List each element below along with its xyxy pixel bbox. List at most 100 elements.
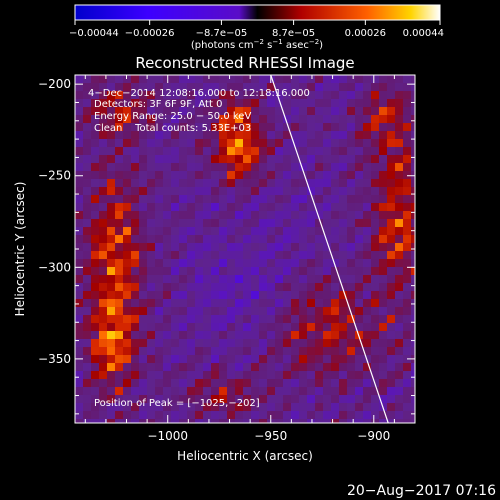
heatmap-pixel	[235, 307, 243, 315]
heatmap-pixel	[291, 371, 299, 379]
heatmap-pixel	[371, 315, 379, 323]
heatmap-pixel	[219, 243, 227, 251]
heatmap-pixel	[339, 299, 347, 307]
heatmap-pixel	[107, 355, 115, 363]
heatmap-pixel	[371, 299, 379, 307]
heatmap-pixel	[283, 171, 291, 179]
heatmap-pixel	[331, 419, 339, 423]
heatmap-pixel	[171, 355, 179, 363]
heatmap-pixel	[91, 219, 99, 227]
heatmap-pixel	[163, 251, 171, 259]
heatmap-pixel	[411, 75, 415, 83]
heatmap-pixel	[251, 163, 259, 171]
heatmap-pixel	[363, 323, 371, 331]
heatmap-pixel	[363, 203, 371, 211]
heatmap-pixel	[115, 107, 123, 115]
heatmap-pixel	[219, 363, 227, 371]
heatmap-pixel	[155, 347, 163, 355]
heatmap-pixel	[171, 195, 179, 203]
heatmap-pixel	[323, 299, 331, 307]
heatmap-pixel	[267, 331, 275, 339]
heatmap-pixel	[291, 395, 299, 403]
heatmap-pixel	[147, 363, 155, 371]
heatmap-pixel	[403, 83, 411, 91]
heatmap-pixel	[243, 147, 251, 155]
heatmap-pixel	[379, 147, 387, 155]
heatmap-pixel	[363, 171, 371, 179]
heatmap-pixel	[139, 363, 147, 371]
heatmap-pixel	[307, 331, 315, 339]
heatmap-pixel	[147, 163, 155, 171]
heatmap-pixel	[99, 171, 107, 179]
heatmap-pixel	[195, 331, 203, 339]
heatmap-pixel	[107, 339, 115, 347]
heatmap-pixel	[379, 323, 387, 331]
colorbar-tick-label: 0.00044	[403, 28, 444, 39]
heatmap-pixel	[91, 91, 99, 99]
heatmap-pixel	[355, 315, 363, 323]
x-axis-label: Heliocentric X (arcsec)	[177, 449, 313, 463]
heatmap-pixel	[355, 179, 363, 187]
heatmap-pixel	[323, 147, 331, 155]
heatmap-pixel	[171, 363, 179, 371]
heatmap-pixel	[75, 275, 83, 283]
heatmap-pixel	[91, 99, 99, 107]
heatmap-pixel	[227, 403, 235, 411]
heatmap-pixel	[259, 355, 267, 363]
heatmap-pixel	[259, 331, 267, 339]
heatmap-pixel	[395, 227, 403, 235]
heatmap-pixel	[179, 91, 187, 99]
heatmap-pixel	[83, 171, 91, 179]
heatmap-pixel	[347, 371, 355, 379]
heatmap-pixel	[155, 203, 163, 211]
heatmap-pixel	[315, 275, 323, 283]
heatmap-pixel	[299, 315, 307, 323]
heatmap-pixel	[387, 259, 395, 267]
heatmap-pixel	[147, 331, 155, 339]
heatmap-pixel	[371, 115, 379, 123]
heatmap-pixel	[299, 171, 307, 179]
heatmap-pixel	[371, 139, 379, 147]
heatmap-pixel	[323, 371, 331, 379]
heatmap-pixel	[259, 139, 267, 147]
heatmap-pixel	[379, 107, 387, 115]
heatmap-pixel	[219, 83, 227, 91]
heatmap-pixel	[267, 347, 275, 355]
heatmap-pixel	[131, 163, 139, 171]
heatmap-pixel	[251, 371, 259, 379]
heatmap-pixel	[323, 379, 331, 387]
heatmap-pixel	[195, 179, 203, 187]
heatmap-pixel	[203, 203, 211, 211]
heatmap-pixel	[347, 395, 355, 403]
heatmap-pixel	[339, 363, 347, 371]
heatmap-pixel	[291, 227, 299, 235]
heatmap-pixel	[219, 235, 227, 243]
heatmap-pixel	[275, 243, 283, 251]
heatmap-pixel	[123, 411, 131, 419]
heatmap-pixel	[267, 219, 275, 227]
heatmap-pixel	[235, 283, 243, 291]
heatmap-pixel	[267, 251, 275, 259]
heatmap-pixel	[387, 387, 395, 395]
heatmap-pixel	[363, 155, 371, 163]
annotation-block: 4−Dec−2014 12:08:16.000 to 12:18:16.000 …	[88, 88, 310, 134]
heatmap-pixel	[251, 251, 259, 259]
heatmap-pixel	[283, 83, 291, 91]
heatmap-pixel	[163, 211, 171, 219]
heatmap-pixel	[307, 107, 315, 115]
heatmap-pixel	[379, 283, 387, 291]
heatmap-pixel	[411, 275, 415, 283]
heatmap-pixel	[75, 243, 83, 251]
heatmap-pixel	[91, 307, 99, 315]
heatmap-pixel	[211, 195, 219, 203]
heatmap-pixel	[179, 419, 187, 423]
heatmap-pixel	[355, 203, 363, 211]
heatmap-pixel	[99, 251, 107, 259]
heatmap-pixel	[187, 75, 195, 83]
heatmap-pixel	[75, 387, 83, 395]
heatmap-pixel	[211, 163, 219, 171]
heatmap-pixel	[187, 251, 195, 259]
heatmap-pixel	[243, 91, 251, 99]
heatmap-pixel	[291, 347, 299, 355]
heatmap-pixel	[115, 363, 123, 371]
